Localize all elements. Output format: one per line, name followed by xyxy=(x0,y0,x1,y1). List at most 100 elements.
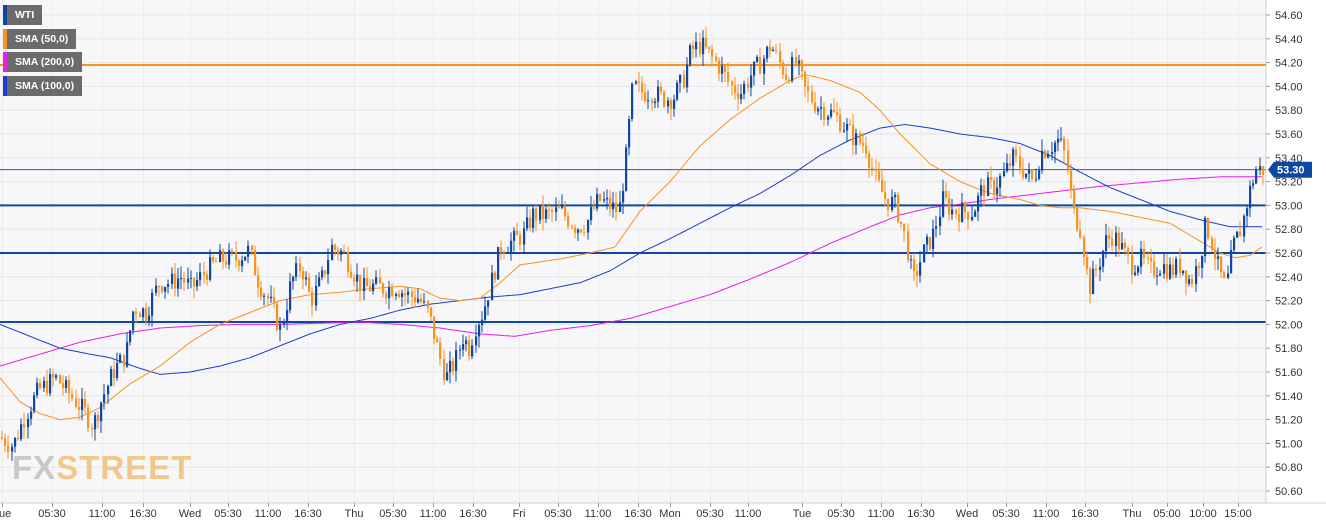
y-tick-label: 53.60 xyxy=(1275,129,1303,141)
candle-up xyxy=(487,300,490,307)
candle-down xyxy=(212,257,215,262)
candle-down xyxy=(139,313,142,318)
legend-item-sma50[interactable]: SMA (50,0) xyxy=(3,28,77,49)
candle-up xyxy=(667,100,670,107)
x-tick-label: 16:30 xyxy=(294,508,322,520)
candle-up xyxy=(1025,173,1028,178)
candle-down xyxy=(257,275,260,288)
candle-up xyxy=(846,123,849,131)
y-tick-label: 51.00 xyxy=(1275,438,1303,450)
candle-down xyxy=(1153,261,1156,276)
candle-up xyxy=(590,207,593,221)
x-tick-label: 16:30 xyxy=(129,508,157,520)
candle-up xyxy=(14,437,17,447)
candle-down xyxy=(1211,238,1214,250)
y-tick-label: 50.60 xyxy=(1275,486,1303,498)
legend-item-sma200[interactable]: SMA (200,0) xyxy=(3,52,83,72)
candle-down xyxy=(567,216,570,227)
candle-down xyxy=(1111,238,1114,247)
candle-down xyxy=(334,244,337,250)
candle-down xyxy=(436,339,439,343)
candle-up xyxy=(164,286,167,292)
candle-up xyxy=(926,236,929,245)
candle-down xyxy=(782,62,785,75)
candle-down xyxy=(884,192,887,199)
candle-up xyxy=(891,196,894,210)
candle-down xyxy=(887,198,890,210)
candle-down xyxy=(1172,264,1175,275)
horizontal-levels xyxy=(0,63,1266,324)
candle-up xyxy=(827,116,830,120)
candle-down xyxy=(46,380,49,394)
candle-down xyxy=(823,107,826,120)
candle-down xyxy=(699,41,702,55)
candle-down xyxy=(875,169,878,171)
candle-up xyxy=(27,418,30,428)
x-tick-label: 05:30 xyxy=(38,508,66,520)
candle-down xyxy=(731,81,734,86)
candle-down xyxy=(807,86,810,92)
candle-up xyxy=(187,278,190,283)
candle-down xyxy=(206,274,209,280)
candle-up xyxy=(315,286,318,306)
candle-down xyxy=(945,191,948,198)
candle-up xyxy=(331,244,334,260)
candle-up xyxy=(750,75,753,88)
candle-down xyxy=(17,437,20,440)
candle-down xyxy=(859,133,862,143)
candle-up xyxy=(43,380,46,388)
candle-up xyxy=(1102,250,1105,267)
logo-fx: FX xyxy=(12,449,57,486)
candle-up xyxy=(596,193,599,209)
candle-down xyxy=(718,60,721,74)
candle-down xyxy=(651,100,654,103)
x-axis: Tue 05:30 11:00 16:30 Wed 05:30 11:00 16:30 Thu 0… xyxy=(0,503,1252,520)
candle-down xyxy=(759,56,762,74)
candle-up xyxy=(942,191,945,217)
x-tick-label: Tue xyxy=(793,508,812,520)
candle-down xyxy=(97,415,100,422)
candle-up xyxy=(1252,183,1255,186)
candle-down xyxy=(337,249,340,255)
candle-up xyxy=(196,280,199,287)
candle-up xyxy=(1092,268,1095,295)
candle-up xyxy=(155,285,158,293)
candle-down xyxy=(1147,257,1150,259)
candle-up xyxy=(1035,178,1038,180)
candle-up xyxy=(417,298,420,303)
candle-down xyxy=(7,445,10,452)
candle-up xyxy=(244,256,247,261)
candle-down xyxy=(660,86,663,92)
candle-up xyxy=(1175,258,1178,275)
candle-down xyxy=(903,223,906,232)
candle-up xyxy=(721,65,724,74)
candle-up xyxy=(1057,138,1060,143)
y-tick-label: 54.20 xyxy=(1275,58,1303,70)
candle-down xyxy=(411,291,414,297)
candle-down xyxy=(78,406,81,411)
candle-up xyxy=(1156,275,1159,277)
candle-up xyxy=(459,349,462,351)
legend-item-wti[interactable]: WTI xyxy=(3,5,43,25)
candle-down xyxy=(273,296,276,304)
candle-down xyxy=(881,180,884,193)
sma200-line xyxy=(0,176,1262,367)
candle-up xyxy=(923,244,926,263)
candle-up xyxy=(491,272,494,301)
x-tick-label: 05:30 xyxy=(214,508,242,520)
candle-down xyxy=(878,170,881,181)
candle-up xyxy=(603,199,606,201)
legend-swatch xyxy=(3,28,7,49)
candle-up xyxy=(1051,152,1054,155)
candle-down xyxy=(836,111,839,115)
candle-up xyxy=(327,259,330,275)
x-tick-label: 16:30 xyxy=(1071,508,1099,520)
legend-item-sma100[interactable]: SMA (100,0) xyxy=(3,75,83,96)
candle-up xyxy=(1236,231,1239,238)
candle-up xyxy=(625,147,628,191)
y-tick-label: 54.40 xyxy=(1275,34,1303,46)
candle-up xyxy=(1121,242,1124,250)
candle-down xyxy=(398,294,401,297)
candle-up xyxy=(673,99,676,109)
plot-background xyxy=(0,0,1266,503)
